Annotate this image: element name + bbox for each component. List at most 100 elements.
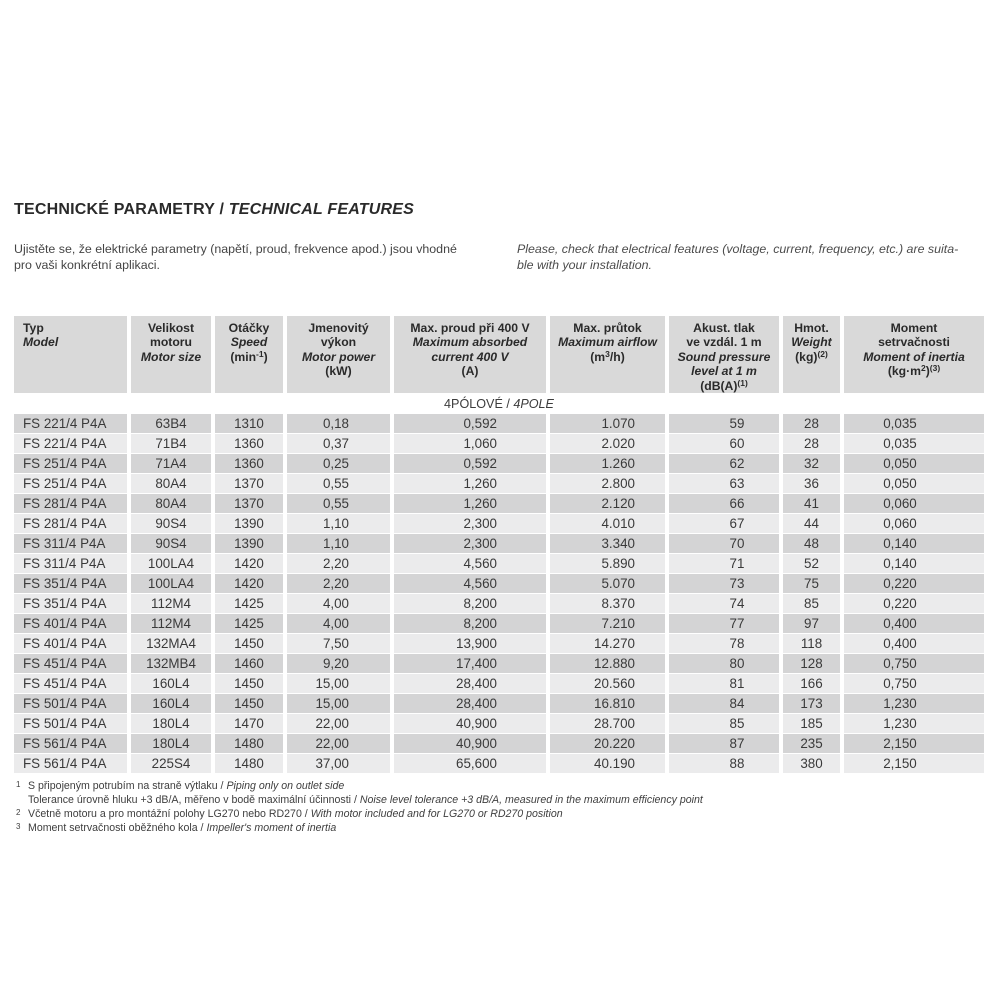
- footnote: 2 Včetně motoru a pro montážní polohy LG2…: [16, 808, 563, 820]
- cell-speed: 1390: [215, 534, 283, 553]
- cell-speed: 1370: [215, 494, 283, 513]
- column-header-weight: Hmot. Weight (kg)(2): [783, 315, 840, 393]
- cell-max-airflow: 12.880: [550, 654, 665, 673]
- cell-max-airflow: 40.190: [550, 754, 665, 773]
- cell-speed: 1425: [215, 594, 283, 613]
- cell-motor-power: 22,00: [287, 714, 390, 733]
- cell-motor-size: 71B4: [131, 434, 211, 453]
- cell-motor-power: 0,55: [287, 474, 390, 493]
- cell-moment-of-inertia: 1,230: [844, 714, 984, 733]
- cell-motor-size: 100LA4: [131, 554, 211, 573]
- cell-model: FS 501/4 P4A: [14, 694, 127, 713]
- cell-moment-of-inertia: 0,060: [844, 514, 984, 533]
- cell-motor-power: 4,00: [287, 614, 390, 633]
- cell-speed: 1370: [215, 474, 283, 493]
- cell-max-airflow: 16.810: [550, 694, 665, 713]
- cell-max-airflow: 28.700: [550, 714, 665, 733]
- cell-sound-pressure: 84: [669, 694, 779, 713]
- cell-model: FS 501/4 P4A: [14, 714, 127, 733]
- cell-motor-power: 37,00: [287, 754, 390, 773]
- table-row: FS 251/4 P4A 71A4 1360 0,25 0,592 1.260 62 32 0,…: [14, 454, 984, 473]
- cell-max-current: 0,592: [394, 454, 546, 473]
- cell-sound-pressure: 62: [669, 454, 779, 473]
- cell-max-current: 1,260: [394, 474, 546, 493]
- cell-moment-of-inertia: 1,230: [844, 694, 984, 713]
- cell-sound-pressure: 73: [669, 574, 779, 593]
- cell-speed: 1470: [215, 714, 283, 733]
- cell-motor-size: 160L4: [131, 674, 211, 693]
- cell-weight: 97: [783, 614, 840, 633]
- cell-speed: 1360: [215, 434, 283, 453]
- footnote-marker: 3: [16, 822, 21, 831]
- cell-weight: 173: [783, 694, 840, 713]
- section-label: 4PÓLOVÉ / 4POLE: [14, 394, 984, 413]
- cell-weight: 380: [783, 754, 840, 773]
- cell-max-airflow: 8.370: [550, 594, 665, 613]
- cell-speed: 1420: [215, 574, 283, 593]
- cell-speed: 1450: [215, 674, 283, 693]
- cell-sound-pressure: 63: [669, 474, 779, 493]
- cell-moment-of-inertia: 0,750: [844, 674, 984, 693]
- cell-weight: 235: [783, 734, 840, 753]
- page-title-en: TECHNICAL FEATURES: [228, 201, 415, 218]
- cell-model: FS 351/4 P4A: [14, 574, 127, 593]
- cell-speed: 1480: [215, 754, 283, 773]
- cell-model: FS 351/4 P4A: [14, 594, 127, 613]
- cell-max-current: 28,400: [394, 694, 546, 713]
- cell-motor-size: 80A4: [131, 474, 211, 493]
- cell-motor-size: 90S4: [131, 534, 211, 553]
- cell-motor-power: 9,20: [287, 654, 390, 673]
- cell-motor-power: 0,25: [287, 454, 390, 473]
- table-body: 4PÓLOVÉ / 4POLE FS 221/4 P4A 63B4 1310 0,18…: [14, 394, 984, 773]
- cell-moment-of-inertia: 2,150: [844, 754, 984, 773]
- table-row: FS 401/4 P4A 112M4 1425 4,00 8,200 7.210 77 97 0…: [14, 614, 984, 633]
- cell-model: FS 451/4 P4A: [14, 674, 127, 693]
- column-header-max-airflow: Max. průtok Maximum airflow (m3/h): [550, 315, 665, 393]
- table-row: FS 501/4 P4A 180L4 1470 22,00 40,900 28.700 85…: [14, 714, 984, 733]
- cell-max-airflow: 2.120: [550, 494, 665, 513]
- cell-moment-of-inertia: 0,400: [844, 614, 984, 633]
- cell-motor-power: 7,50: [287, 634, 390, 653]
- table-row: FS 281/4 P4A 90S4 1390 1,10 2,300 4.010 67 44 0,…: [14, 514, 984, 533]
- cell-motor-size: 112M4: [131, 594, 211, 613]
- cell-model: FS 281/4 P4A: [14, 494, 127, 513]
- cell-moment-of-inertia: 0,035: [844, 414, 984, 433]
- cell-max-airflow: 5.890: [550, 554, 665, 573]
- cell-max-current: 17,400: [394, 654, 546, 673]
- cell-model: FS 561/4 P4A: [14, 754, 127, 773]
- footnote: Tolerance úrovně hluku +3 dB/A, měřeno v…: [28, 794, 703, 806]
- cell-motor-size: 180L4: [131, 714, 211, 733]
- cell-speed: 1450: [215, 694, 283, 713]
- cell-motor-power: 15,00: [287, 674, 390, 693]
- cell-weight: 75: [783, 574, 840, 593]
- column-header-motor-power: Jmenovitý výkon Motor power (kW): [287, 315, 390, 393]
- table-row: FS 251/4 P4A 80A4 1370 0,55 1,260 2.800 63 36 0,…: [14, 474, 984, 493]
- cell-moment-of-inertia: 2,150: [844, 734, 984, 753]
- cell-max-current: 40,900: [394, 734, 546, 753]
- footnote-marker: 2: [16, 808, 21, 817]
- table-row: FS 351/4 P4A 112M4 1425 4,00 8,200 8.370 74 85 0…: [14, 594, 984, 613]
- cell-weight: 44: [783, 514, 840, 533]
- cell-max-current: 0,592: [394, 414, 546, 433]
- cell-max-current: 2,300: [394, 514, 546, 533]
- cell-model: FS 561/4 P4A: [14, 734, 127, 753]
- cell-motor-size: 160L4: [131, 694, 211, 713]
- cell-sound-pressure: 74: [669, 594, 779, 613]
- cell-model: FS 401/4 P4A: [14, 614, 127, 633]
- cell-weight: 36: [783, 474, 840, 493]
- column-header-model: Typ Model: [14, 315, 127, 393]
- cell-max-current: 8,200: [394, 594, 546, 613]
- cell-weight: 52: [783, 554, 840, 573]
- cell-sound-pressure: 78: [669, 634, 779, 653]
- technical-features-table: Typ Model Velikost motoru Motor size Otáčky Sp…: [10, 315, 988, 774]
- cell-sound-pressure: 87: [669, 734, 779, 753]
- cell-speed: 1480: [215, 734, 283, 753]
- cell-motor-power: 2,20: [287, 574, 390, 593]
- cell-max-current: 1,060: [394, 434, 546, 453]
- cell-moment-of-inertia: 0,400: [844, 634, 984, 653]
- cell-max-current: 65,600: [394, 754, 546, 773]
- cell-moment-of-inertia: 0,140: [844, 534, 984, 553]
- cell-max-current: 4,560: [394, 574, 546, 593]
